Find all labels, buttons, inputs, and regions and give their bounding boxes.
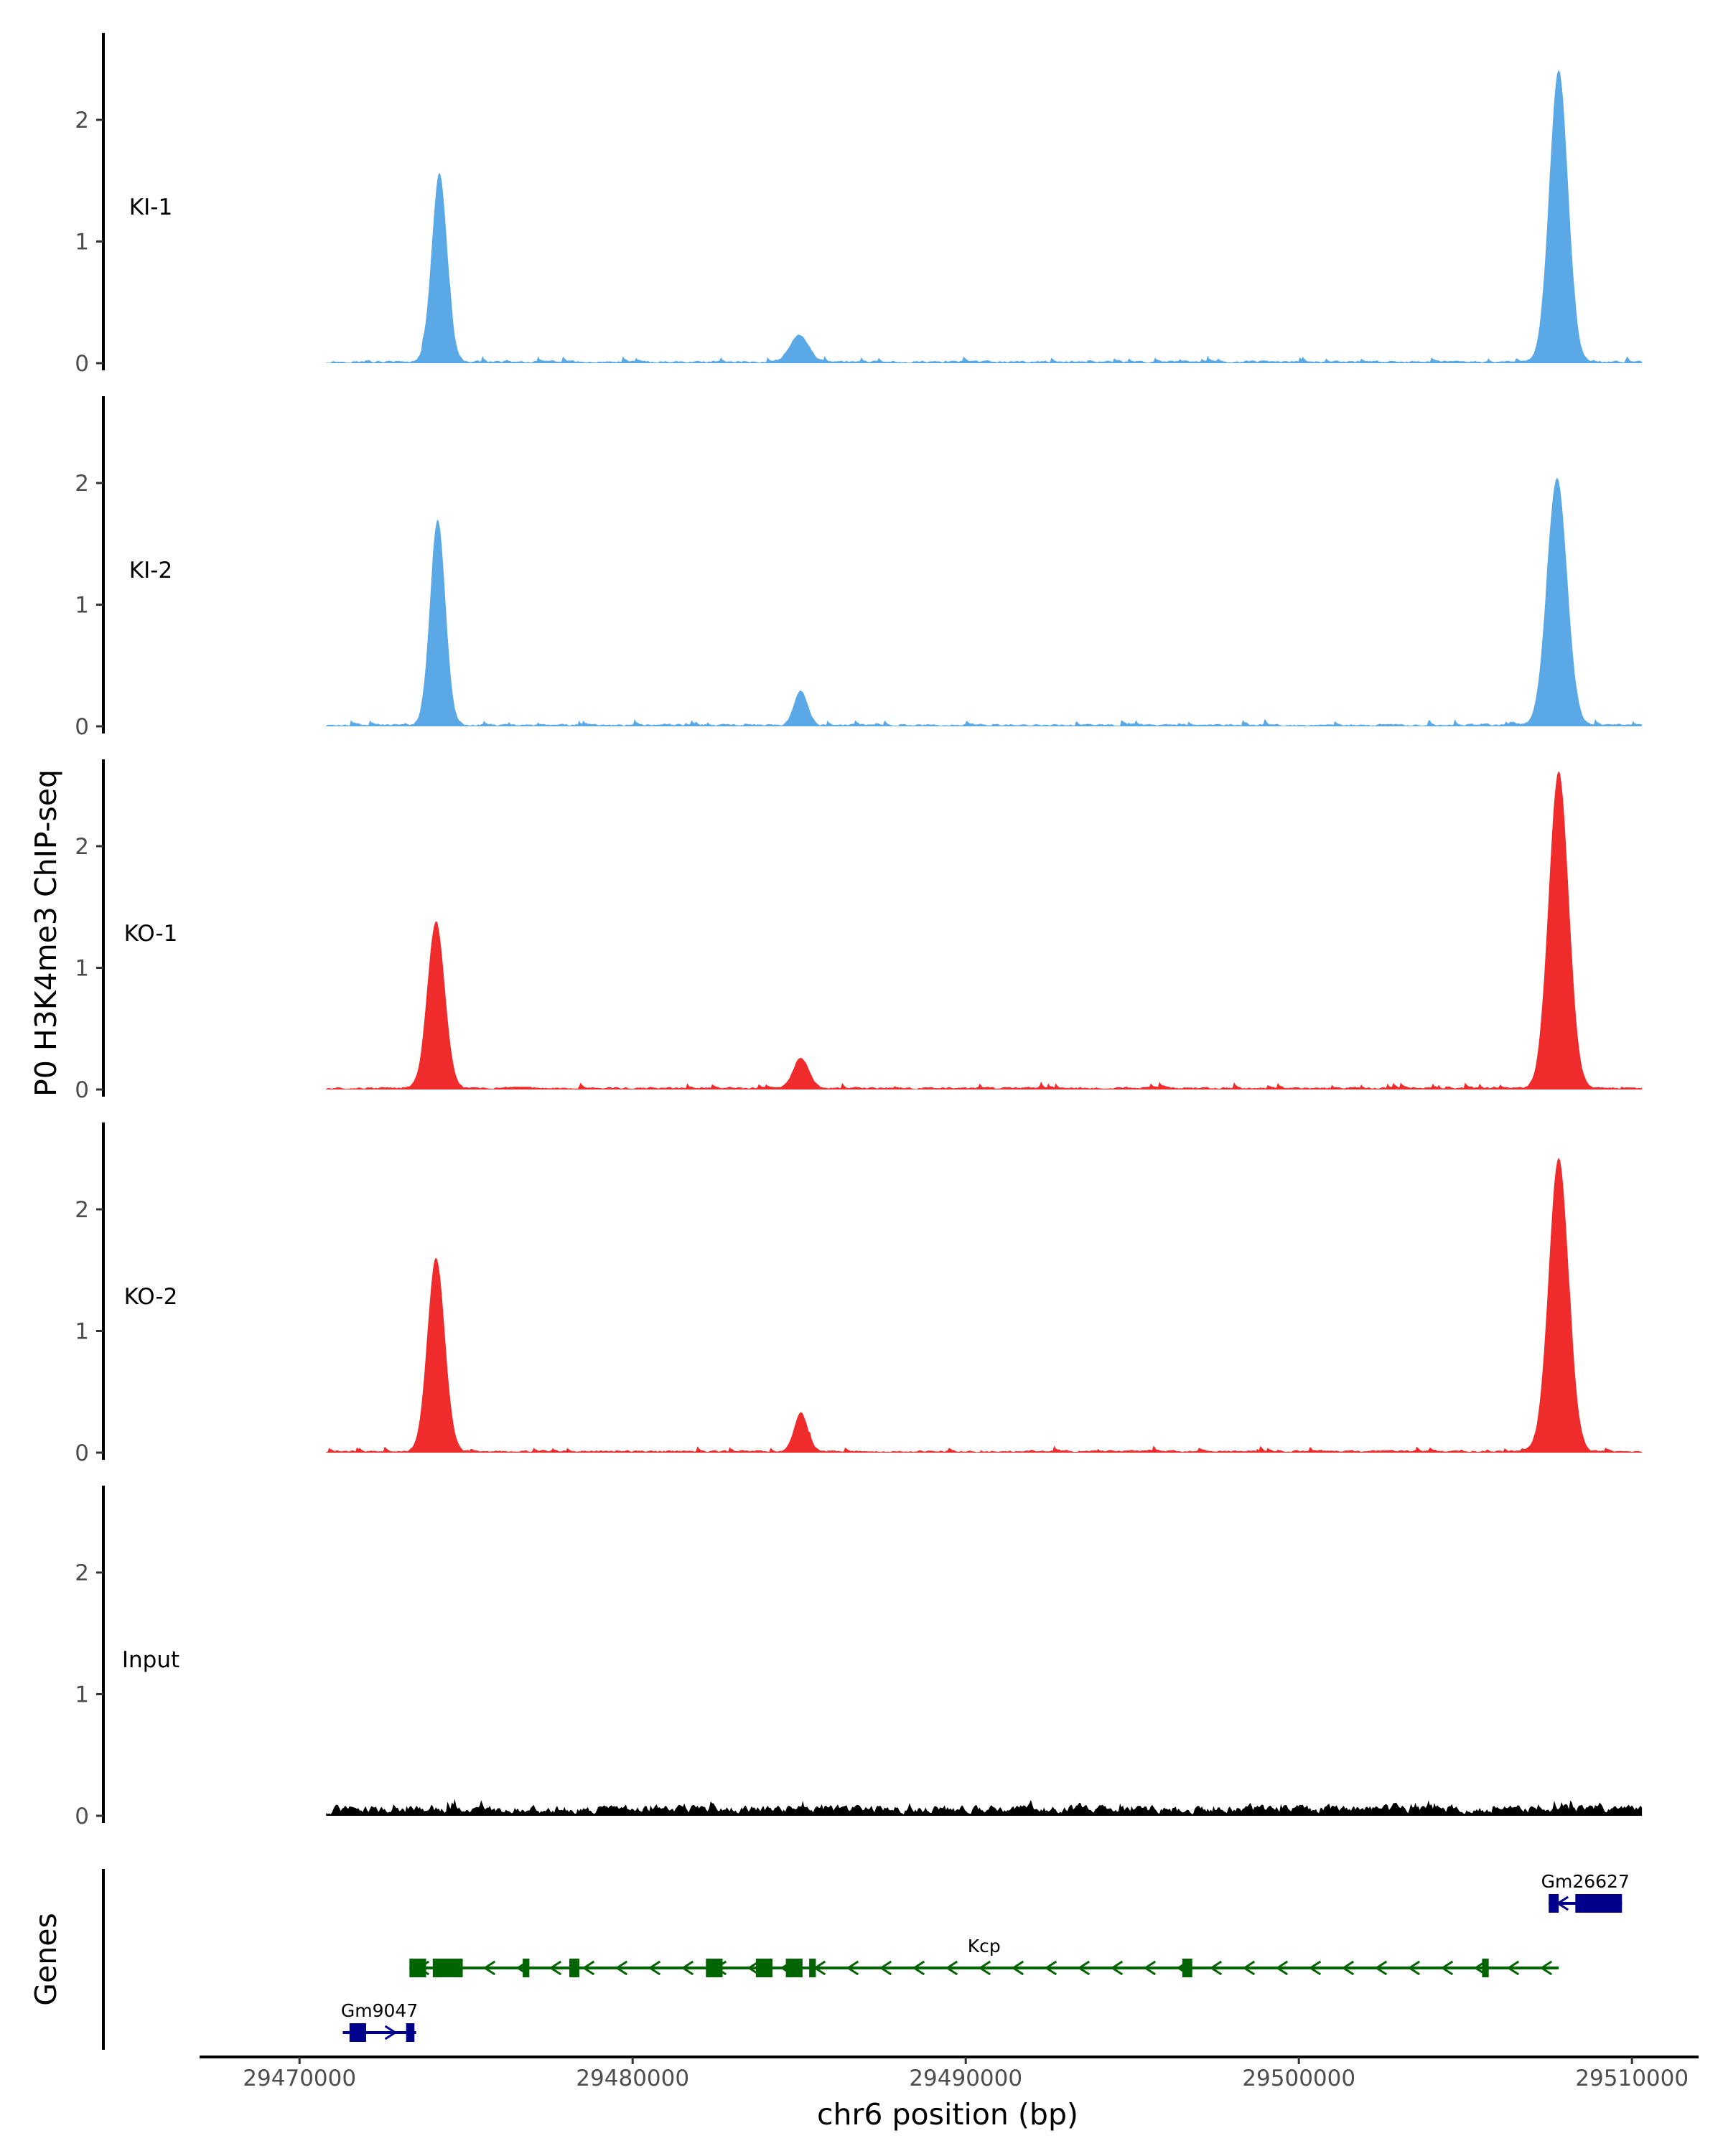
genes-layer: Gm26627 Kcp Gm9047 [102, 1869, 1630, 2050]
track-label-ki-1: KI-1 [129, 194, 172, 220]
y-axis-title: P0 H3K4me3 ChIP-seq [29, 769, 63, 1097]
x-tick-label: 29500000 [1242, 2066, 1355, 2091]
y-tick-label: 1 [75, 593, 89, 619]
exon [1182, 1959, 1192, 1977]
y-tick-label: 0 [75, 1077, 89, 1103]
strand-arrow [1407, 1960, 1421, 1976]
strand-arrow [615, 1960, 628, 1976]
y-tick-label: 1 [75, 1319, 89, 1345]
exon [349, 2023, 366, 2042]
x-tick-label: 29470000 [243, 2066, 356, 2091]
strand-arrow [1077, 1960, 1091, 1976]
strand-arrow [1506, 1960, 1520, 1976]
track-label-input: Input [122, 1647, 179, 1673]
strand-arrow [1539, 1960, 1553, 1976]
exon [809, 1959, 816, 1977]
signal-area-ko-1 [326, 771, 1643, 1089]
signal-area-ko-2 [326, 1158, 1643, 1453]
genes-panel-title: Genes [29, 1913, 63, 2006]
track-label-ki-2: KI-2 [129, 558, 172, 583]
y-tick-label: 2 [75, 1197, 89, 1223]
strand-arrow [482, 1960, 496, 1976]
exon [432, 1959, 463, 1977]
exon [406, 2023, 415, 2042]
strand-arrow [548, 1960, 562, 1976]
strand-arrow [1242, 1960, 1256, 1976]
y-tick-label: 0 [75, 714, 89, 740]
track-label-ko-2: KO-2 [124, 1284, 178, 1310]
strand-arrow [978, 1960, 991, 1976]
strand-arrow [1209, 1960, 1223, 1976]
strand-arrow [681, 1960, 694, 1976]
exon [706, 1959, 723, 1977]
x-axis-title: chr6 position (bp) [817, 2097, 1078, 2132]
exon [523, 1959, 530, 1977]
strand-arrow [1440, 1960, 1454, 1976]
y-tick-label: 0 [75, 1804, 89, 1829]
exon [1549, 1894, 1559, 1913]
x-tick-label: 29490000 [909, 2066, 1022, 2091]
exon [1575, 1894, 1622, 1913]
strand-arrow [1110, 1960, 1124, 1976]
y-tick-label: 2 [75, 471, 89, 497]
strand-arrow [747, 1960, 760, 1976]
track-ko-2: 0 1 2 KO-2 [75, 1122, 1643, 1466]
strand-arrow [912, 1960, 925, 1976]
x-tick-label: 29480000 [576, 2066, 689, 2091]
strand-arrow [1374, 1960, 1388, 1976]
y-tick-label: 2 [75, 108, 89, 133]
strand-arrow [1275, 1960, 1289, 1976]
strand-arrow [582, 1960, 595, 1976]
strand-arrow [384, 2025, 398, 2040]
strand-arrow [1308, 1960, 1322, 1976]
signal-area-ki-2 [326, 477, 1643, 726]
y-tick-label: 1 [75, 956, 89, 982]
track-ki-2: 0 1 2 KI-2 [75, 396, 1643, 740]
track-ko-1: 0 1 2 KO-1 [75, 759, 1643, 1103]
strand-arrow [1044, 1960, 1057, 1976]
strand-arrow [945, 1960, 958, 1976]
x-axis: 29470000 29480000 29490000 29500000 29510000 [200, 2056, 1699, 2091]
strand-arrow [879, 1960, 892, 1976]
exon [755, 1959, 773, 1977]
strand-arrow [1011, 1960, 1024, 1976]
gene-label-gm26627: Gm26627 [1541, 1871, 1630, 1892]
exon [1482, 1959, 1489, 1977]
strand-arrow [648, 1960, 661, 1976]
y-tick-label: 2 [75, 1560, 89, 1586]
tracks-layer: 0 1 2 KI-1 0 1 2 KI-2 0 1 2 KO-1 0 1 2 KO-2 0 1 2 Input [75, 33, 1643, 1829]
y-tick-label: 2 [75, 834, 89, 860]
gene-label-kcp: Kcp [968, 1936, 1001, 1956]
exon [409, 1959, 426, 1977]
track-ki-1: 0 1 2 KI-1 [75, 33, 1643, 377]
gene-gm9047: Gm9047 [341, 2000, 418, 2042]
y-tick-label: 1 [75, 230, 89, 256]
strand-arrow [1341, 1960, 1355, 1976]
y-tick-label: 0 [75, 1440, 89, 1466]
strand-arrow [1143, 1960, 1157, 1976]
exon [569, 1959, 579, 1977]
gene-label-gm9047: Gm9047 [341, 2000, 418, 2021]
signal-area-input [326, 1799, 1643, 1816]
track-input: 0 1 2 Input [75, 1486, 1643, 1829]
y-tick-label: 0 [75, 351, 89, 377]
strand-arrow [846, 1960, 859, 1976]
track-label-ko-1: KO-1 [124, 921, 178, 947]
signal-area-ki-1 [326, 70, 1643, 364]
exon [785, 1959, 803, 1977]
gene-kcp: Kcp [409, 1936, 1559, 1977]
x-tick-label: 29510000 [1575, 2066, 1689, 2091]
gene-gm26627: Gm26627 [1541, 1871, 1630, 1913]
y-tick-label: 1 [75, 1682, 89, 1708]
